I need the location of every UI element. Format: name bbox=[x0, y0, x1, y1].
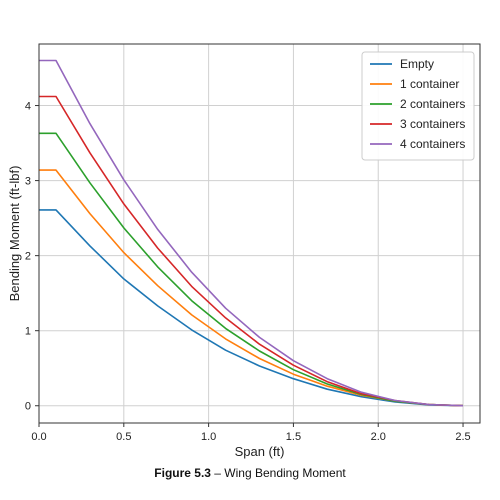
x-tick-label: 1.0 bbox=[201, 431, 216, 443]
x-tick-label: 0.0 bbox=[31, 431, 46, 443]
y-tick-label: 3 bbox=[25, 176, 31, 188]
bending-moment-chart: 0.0 0.5 1.0 1.5 2.0 2.5 0 1 2 3 4 Span (ft) Bendin… bbox=[7, 43, 481, 459]
x-tick-label: 0.5 bbox=[116, 431, 131, 443]
series-line-1-container bbox=[39, 169, 464, 407]
y-axis-label: Bending Moment (ft-lbf) bbox=[7, 166, 22, 302]
legend-label: 2 containers bbox=[400, 97, 465, 111]
figure-number: Figure 5.3 bbox=[154, 466, 211, 480]
legend: Empty 1 container 2 containers 3 containers… bbox=[361, 51, 475, 161]
axis-ticks: 0.0 0.5 1.0 1.5 2.0 2.5 0 1 2 3 4 bbox=[25, 101, 471, 443]
y-tick-label: 0 bbox=[25, 401, 31, 413]
legend-label: 3 containers bbox=[400, 117, 465, 131]
legend-label: 4 containers bbox=[400, 137, 465, 151]
figure-caption: Figure 5.3 – Wing Bending Moment bbox=[0, 466, 500, 480]
plot-frame bbox=[38, 43, 481, 424]
y-tick-label: 1 bbox=[25, 326, 31, 338]
y-tick-label: 4 bbox=[25, 101, 31, 113]
x-tick-label: 2.5 bbox=[455, 431, 470, 443]
legend-label: 1 container bbox=[400, 77, 459, 91]
legend-label: Empty bbox=[400, 57, 434, 71]
legend-box bbox=[361, 51, 475, 161]
series-line-empty bbox=[39, 209, 464, 407]
x-tick-label: 1.5 bbox=[286, 431, 301, 443]
y-tick-label: 2 bbox=[25, 251, 31, 263]
series-line-2-containers bbox=[39, 132, 464, 407]
series-line-4-containers bbox=[39, 59, 464, 407]
series-lines bbox=[39, 59, 464, 407]
x-tick-label: 2.0 bbox=[371, 431, 386, 443]
x-axis-label: Span (ft) bbox=[235, 444, 285, 459]
figure-title: – Wing Bending Moment bbox=[210, 466, 346, 480]
